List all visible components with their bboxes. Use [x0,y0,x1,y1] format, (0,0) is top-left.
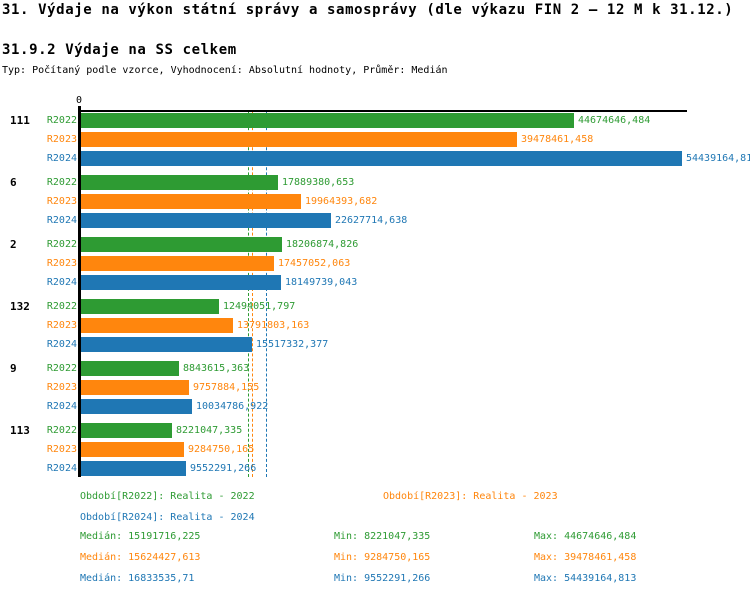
series-row-label-r2022: R2022 [46,301,77,312]
stat-max-r2022: Max: 44674646,484 [534,531,637,542]
bar-value-label: 8221047,335 [176,425,243,436]
median-line-r2023 [252,112,253,477]
bar-9-r2024 [81,399,192,414]
bar-2-r2024 [81,275,281,290]
bar-value-label: 44674646,484 [578,115,651,126]
bar-value-label: 18206874,826 [286,239,359,250]
stats-row-r2023: Medián: 15624427,613 Min: 9284750,165 Ma… [0,552,750,566]
bar-132-r2023 [81,318,233,333]
bar-113-r2024 [81,461,186,476]
bar-9-r2022 [81,361,179,376]
bar-value-label: 8843615,363 [183,363,250,374]
section-title: 31.9.2 Výdaje na SS celkem [2,42,237,58]
stat-median-r2023: Medián: 15624427,613 [80,552,201,563]
stats-row-r2024: Medián: 16833535,71 Min: 9552291,266 Max… [0,573,750,587]
stat-max-r2023: Max: 39478461,458 [534,552,637,563]
category-label: 111 [10,114,30,127]
bar-113-r2023 [81,442,184,457]
bar-2-r2022 [81,237,282,252]
series-row-label-r2022: R2022 [46,239,77,250]
series-row-label-r2023: R2023 [46,196,77,207]
bar-value-label: 9757884,155 [193,382,260,393]
axis-origin-label: 0 [75,95,83,106]
stat-median-r2024: Medián: 16833535,71 [80,573,195,584]
bar-value-label: 19964393,682 [305,196,378,207]
series-row-label-r2024: R2024 [46,277,77,288]
bar-value-label: 17889380,653 [282,177,355,188]
bar-value-label: 9284750,165 [188,444,255,455]
legend-item-r2023: Období[R2023]: Realita - 2023 [383,491,558,502]
legend-item-r2024: Období[R2024]: Realita - 2024 [80,512,255,523]
series-row-label-r2023: R2023 [46,258,77,269]
bar-value-label: 54439164,813 [686,153,750,164]
bar-value-label: 15517332,377 [256,339,329,350]
category-label: 2 [10,238,17,251]
series-row-label-r2024: R2024 [46,153,77,164]
bar-132-r2024 [81,337,252,352]
stat-min-r2024: Min: 9552291,266 [334,573,431,584]
legend-item-r2022: Období[R2022]: Realita - 2022 [80,491,255,502]
median-line-r2022 [248,112,249,477]
series-row-label-r2023: R2023 [46,134,77,145]
stat-min-r2022: Min: 8221047,335 [334,531,431,542]
bar-value-label: 22627714,638 [335,215,408,226]
series-row-label-r2022: R2022 [46,177,77,188]
page-title: 31. Výdaje na výkon státní správy a samo… [2,2,734,18]
series-row-label-r2024: R2024 [46,339,77,350]
stat-min-r2023: Min: 9284750,165 [334,552,431,563]
bar-6-r2024 [81,213,331,228]
bar-6-r2023 [81,194,301,209]
series-row-label-r2024: R2024 [46,463,77,474]
series-row-label-r2024: R2024 [46,215,77,226]
bar-9-r2023 [81,380,189,395]
stat-max-r2024: Max: 54439164,813 [534,573,637,584]
stat-median-r2022: Medián: 15191716,225 [80,531,201,542]
series-row-label-r2023: R2023 [46,444,77,455]
category-label: 113 [10,424,30,437]
bar-2-r2023 [81,256,274,271]
bar-111-r2024 [81,151,682,166]
bar-value-label: 10034786,922 [196,401,269,412]
series-row-label-r2022: R2022 [46,363,77,374]
bar-6-r2022 [81,175,278,190]
series-row-label-r2023: R2023 [46,382,77,393]
stats-row-r2022: Medián: 15191716,225 Min: 8221047,335 Ma… [0,531,750,545]
series-row-label-r2022: R2022 [46,425,77,436]
series-row-label-r2023: R2023 [46,320,77,331]
category-label: 132 [10,300,30,313]
bar-132-r2022 [81,299,219,314]
category-label: 9 [10,362,17,375]
bar-value-label: 18149739,043 [285,277,358,288]
bar-111-r2023 [81,132,517,147]
category-label: 6 [10,176,17,189]
bar-111-r2022 [81,113,574,128]
series-row-label-r2022: R2022 [46,115,77,126]
bar-value-label: 39478461,458 [521,134,594,145]
series-row-label-r2024: R2024 [46,401,77,412]
bar-value-label: 17457052,063 [278,258,351,269]
bar-113-r2022 [81,423,172,438]
bar-value-label: 12494051,797 [223,301,296,312]
bar-value-label: 9552291,266 [190,463,257,474]
indicator-meta-line: Typ: Počítaný podle vzorce, Vyhodnocení:… [2,65,448,76]
bar-value-label: 13791803,163 [237,320,310,331]
median-line-r2024 [266,112,267,477]
value-axis-line [80,110,687,112]
value-axis-baseline [78,106,81,477]
